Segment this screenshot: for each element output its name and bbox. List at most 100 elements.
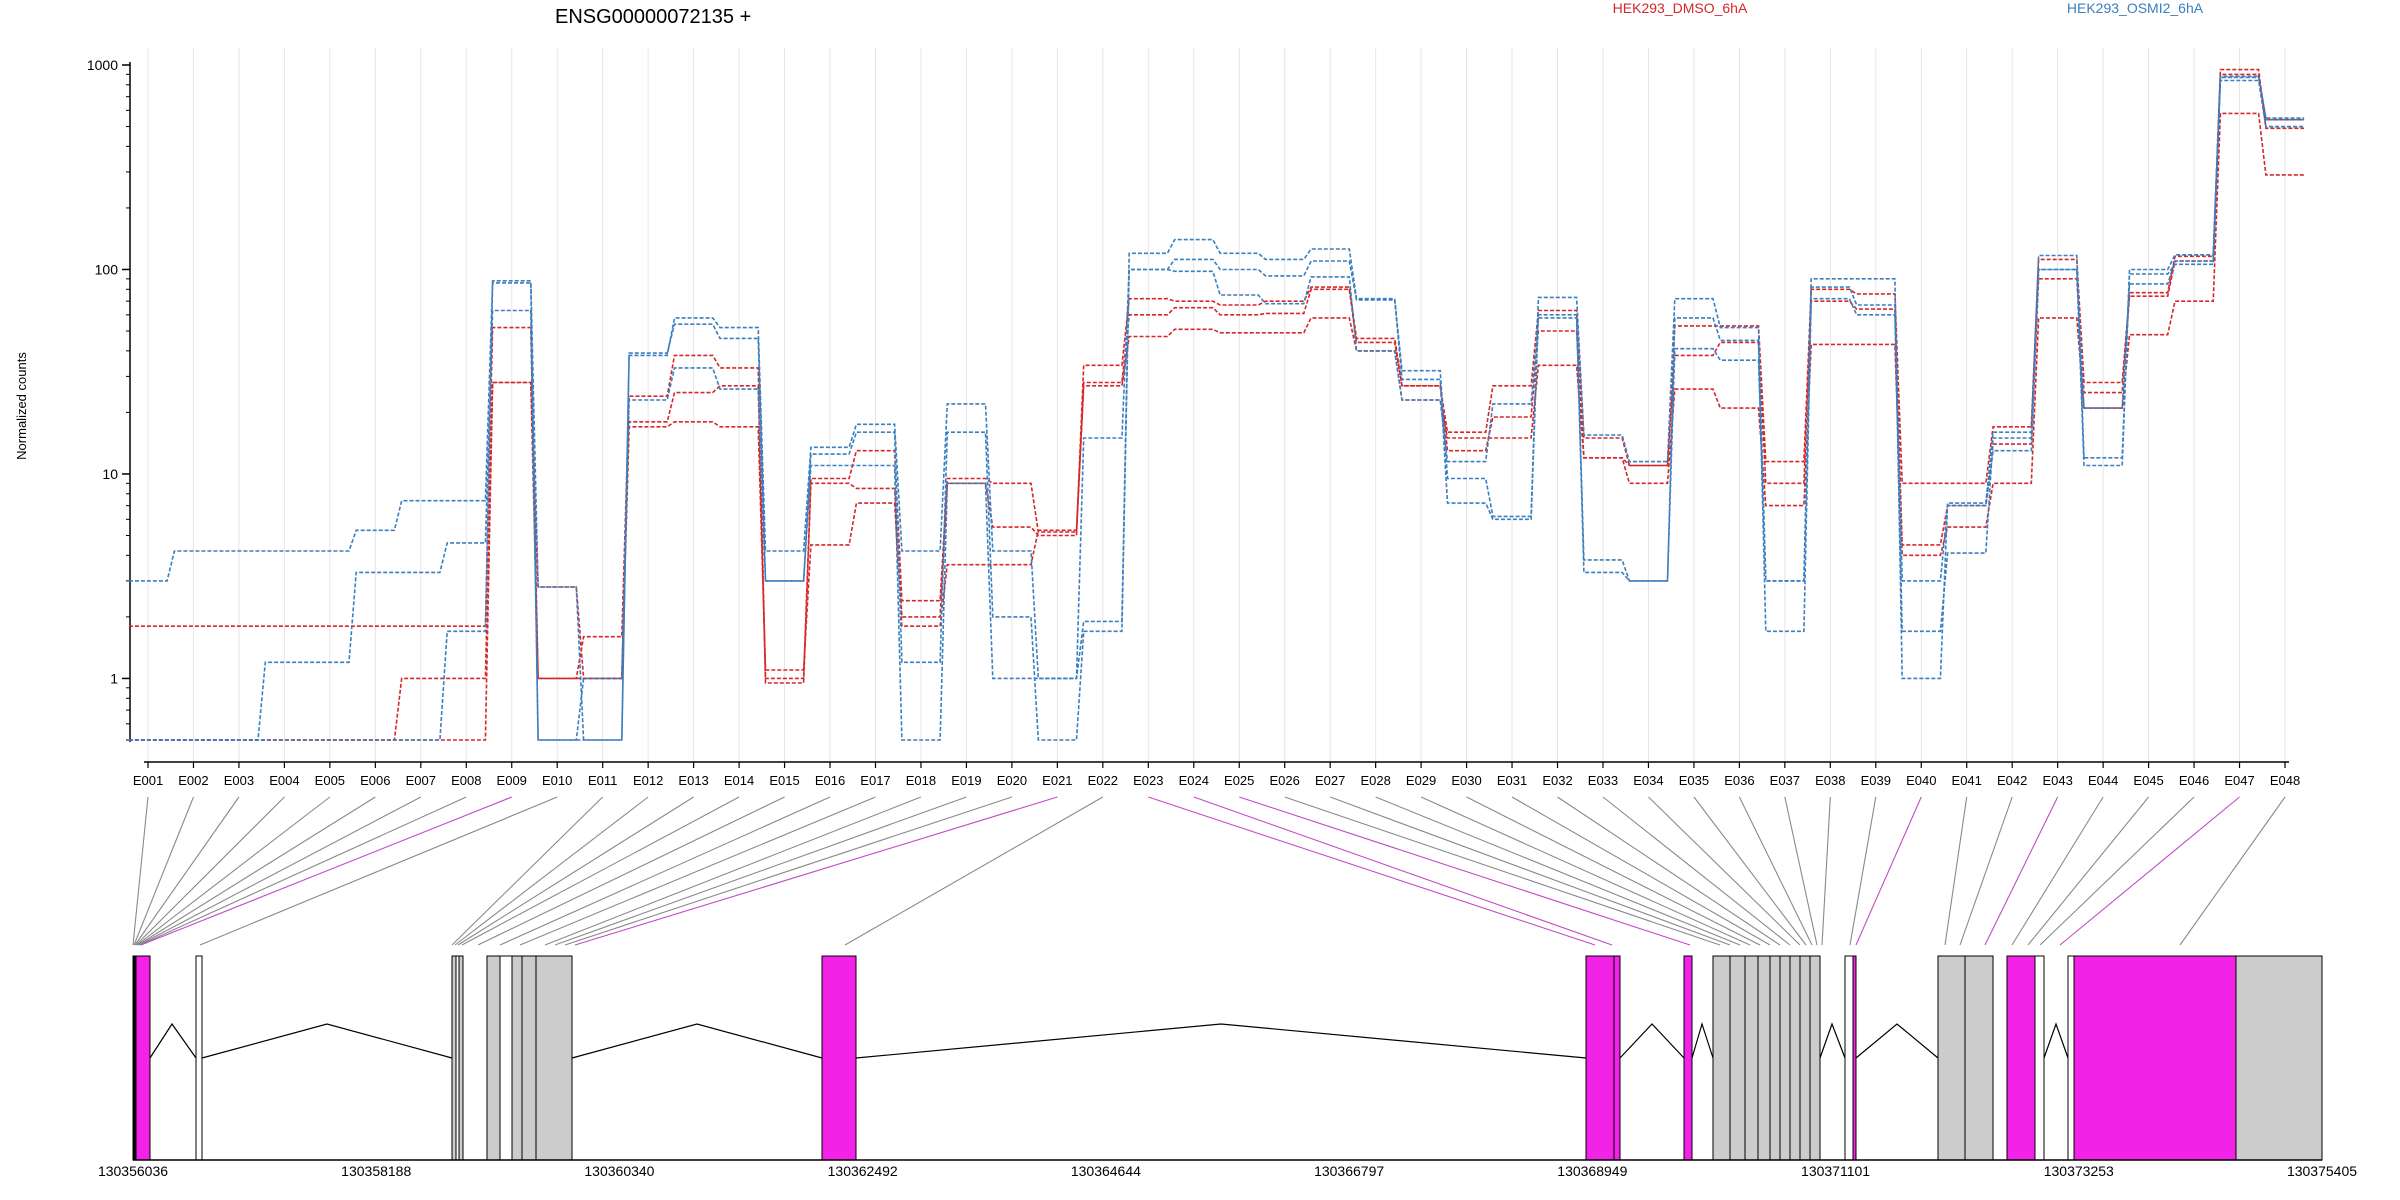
x-axis: E001 E002 E003 E004 E005 E006 E007 E008 E009 E010… bbox=[133, 761, 2300, 788]
exon-connector bbox=[1420, 796, 1751, 946]
exon-connector bbox=[2059, 796, 2240, 946]
series-line-5 bbox=[128, 79, 2305, 741]
y-axis-label: Normalized counts bbox=[14, 352, 29, 460]
exon-connector bbox=[499, 796, 831, 946]
exon-box bbox=[2034, 955, 2045, 1161]
y-tick-label: 1 bbox=[110, 670, 118, 686]
x-tick-label: E002 bbox=[178, 773, 208, 788]
series-line-3 bbox=[128, 112, 2305, 741]
x-tick-label: E004 bbox=[269, 773, 299, 788]
x-tick-label: E040 bbox=[1906, 773, 1936, 788]
exon-connector bbox=[1193, 796, 1613, 946]
exon-box bbox=[2235, 955, 2323, 1161]
exon-box bbox=[1789, 955, 1801, 1161]
intron bbox=[2043, 1022, 2069, 1059]
intron bbox=[855, 1023, 1587, 1059]
exon-connector bbox=[477, 796, 785, 946]
y-tick-label: 1000 bbox=[87, 57, 118, 73]
exon-connector bbox=[1511, 796, 1771, 946]
exon-box bbox=[451, 955, 457, 1161]
x-tick-label: E010 bbox=[542, 773, 572, 788]
x-tick-label: E024 bbox=[1179, 773, 1209, 788]
exon-connector bbox=[134, 796, 240, 946]
x-tick-label: E038 bbox=[1815, 773, 1845, 788]
x-tick-label: E044 bbox=[2088, 773, 2118, 788]
x-tick-label: E035 bbox=[1679, 773, 1709, 788]
x-tick-label: E041 bbox=[1952, 773, 1982, 788]
genomic-coord-label: 130358188 bbox=[341, 1163, 411, 1179]
x-tick-label: E019 bbox=[951, 773, 981, 788]
exon-box bbox=[1613, 955, 1621, 1161]
genomic-coord-label: 130373253 bbox=[2044, 1163, 2114, 1179]
x-tick-label: E001 bbox=[133, 773, 163, 788]
genomic-coord-label: 130368949 bbox=[1557, 1163, 1627, 1179]
exon-connector bbox=[554, 796, 967, 946]
genomic-coord-label: 130375405 bbox=[2287, 1163, 2357, 1179]
x-tick-label: E033 bbox=[1588, 773, 1618, 788]
exon-box bbox=[2067, 955, 2075, 1161]
exon-connector bbox=[1239, 796, 1691, 946]
exon-box bbox=[1964, 955, 1994, 1161]
exon-connector bbox=[1849, 796, 1877, 946]
exon-connector bbox=[1944, 796, 1968, 946]
y-axis: 1 10 100 1000 bbox=[87, 57, 131, 742]
series-line-4 bbox=[128, 76, 2305, 741]
x-tick-label: E030 bbox=[1451, 773, 1481, 788]
genomic-axis: 130356036 130358188 130360340 130362492 1303… bbox=[98, 1159, 2357, 1179]
x-tick-label: E015 bbox=[769, 773, 799, 788]
exon-box bbox=[821, 955, 857, 1161]
genomic-coord-label: 130356036 bbox=[98, 1163, 168, 1179]
intron bbox=[201, 1023, 453, 1059]
legend-dmso: HEK293_DMSO_6hA bbox=[1613, 0, 1748, 16]
x-tick-label: E011 bbox=[588, 773, 617, 788]
x-tick-label: E045 bbox=[2133, 773, 2163, 788]
exon-connector bbox=[1284, 796, 1721, 946]
exon-connector bbox=[2011, 796, 2104, 946]
y-tick-label: 100 bbox=[95, 261, 119, 277]
x-tick-label: E039 bbox=[1861, 773, 1891, 788]
x-tick-label: E017 bbox=[860, 773, 890, 788]
exon-connector bbox=[1648, 796, 1801, 946]
exon-box bbox=[521, 955, 537, 1161]
exon-box bbox=[2006, 955, 2036, 1161]
x-tick-label: E032 bbox=[1542, 773, 1572, 788]
x-tick-label: E027 bbox=[1315, 773, 1345, 788]
exon-connector bbox=[1693, 796, 1807, 946]
exon-connector bbox=[844, 796, 1104, 946]
x-tick-label: E043 bbox=[2042, 773, 2072, 788]
exon-box bbox=[135, 955, 151, 1161]
exon-connector bbox=[451, 796, 604, 946]
exon-box bbox=[1769, 955, 1781, 1161]
exon-connector bbox=[1148, 796, 1596, 946]
exon-connector bbox=[2179, 796, 2286, 946]
exon-connector bbox=[2039, 796, 2195, 946]
exon-connector bbox=[1738, 796, 1813, 946]
x-tick-label: E028 bbox=[1360, 773, 1390, 788]
genomic-coord-label: 130362492 bbox=[828, 1163, 898, 1179]
x-tick-label: E020 bbox=[997, 773, 1027, 788]
exon-box bbox=[195, 955, 203, 1161]
legend-osmi2: HEK293_OSMI2_6hA bbox=[2067, 0, 2204, 16]
series-line-1 bbox=[128, 68, 2305, 680]
exon-connector bbox=[1821, 796, 1831, 946]
y-tick-label: 10 bbox=[102, 466, 118, 482]
exon-connector bbox=[138, 796, 422, 946]
series-lines bbox=[128, 68, 2305, 741]
exon-box bbox=[1809, 955, 1821, 1161]
exon-connector bbox=[574, 796, 1058, 946]
x-tick-label: E013 bbox=[678, 773, 708, 788]
x-tick-label: E048 bbox=[2270, 773, 2300, 788]
x-tick-label: E007 bbox=[406, 773, 436, 788]
intron bbox=[1619, 1023, 1685, 1059]
exon-box bbox=[1683, 955, 1693, 1161]
exon-connector bbox=[133, 796, 194, 946]
exon-connector bbox=[457, 796, 694, 946]
genomic-coord-label: 130364644 bbox=[1071, 1163, 1141, 1179]
genomic-coord-label: 130371101 bbox=[1801, 1163, 1870, 1179]
intron bbox=[1691, 1021, 1714, 1059]
exon-connector bbox=[2027, 796, 2150, 946]
exon-box bbox=[499, 955, 513, 1161]
x-tick-label: E009 bbox=[497, 773, 527, 788]
exon-box bbox=[1712, 955, 1731, 1161]
exon-connector bbox=[140, 796, 512, 946]
